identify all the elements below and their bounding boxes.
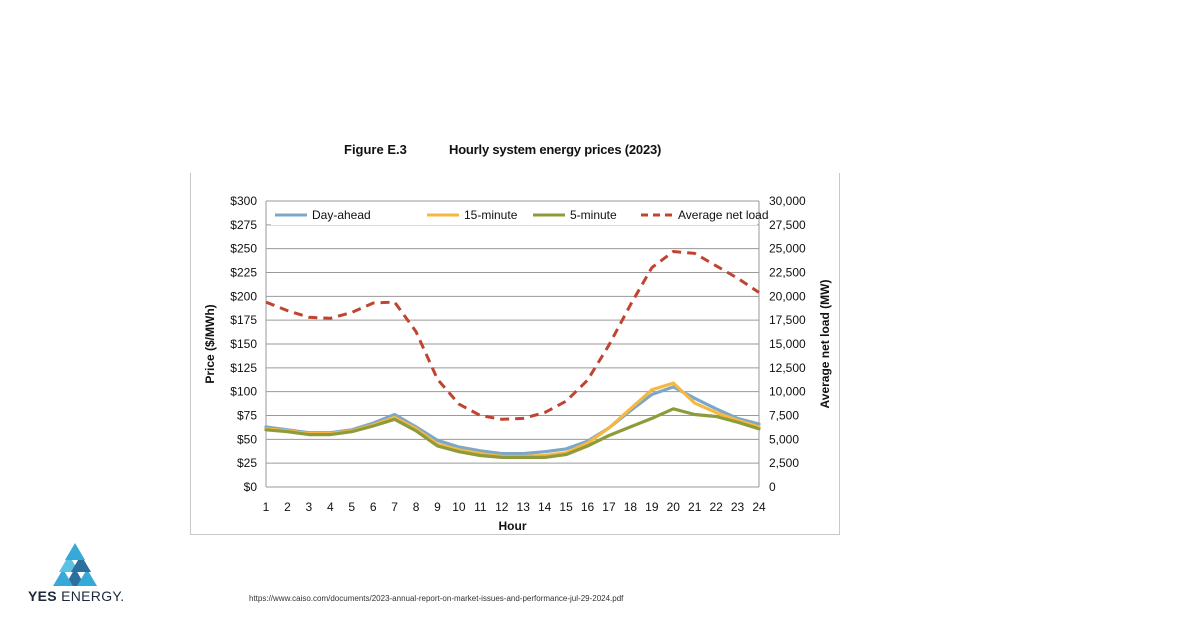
x-tick-label: 16 (581, 500, 595, 514)
y-tick-label: $275 (230, 218, 257, 232)
y2-tick-label: 27,500 (769, 218, 806, 232)
x-tick-label: 6 (370, 500, 377, 514)
x-tick-label: 4 (327, 500, 334, 514)
y2-tick-label: 20,000 (769, 289, 806, 303)
logo-wordmark: YES ENERGY. (28, 588, 128, 604)
x-tick-label: 15 (559, 500, 573, 514)
x-tick-label: 3 (306, 500, 313, 514)
y-tick-label: $50 (237, 432, 257, 446)
y-tick-label: $300 (230, 194, 257, 208)
y-tick-label: $0 (244, 480, 258, 494)
y2-tick-label: 10,000 (769, 385, 806, 399)
figure-title: Hourly system energy prices (2023) (449, 142, 662, 157)
x-tick-label: 12 (495, 500, 509, 514)
series-line-day-ahead (264, 385, 761, 456)
x-tick-label: 11 (474, 500, 487, 514)
x-tick-label: 1 (263, 500, 270, 514)
yes-energy-logo-mark-icon (53, 543, 97, 586)
x-tick-label: 10 (452, 500, 466, 514)
x-tick-label: 17 (602, 500, 616, 514)
x-tick-label: 9 (434, 500, 441, 514)
y2-tick-label: 2,500 (769, 456, 799, 470)
series-line-average-net-load (265, 250, 760, 421)
y2-tick-label: 12,500 (769, 361, 806, 375)
y2-tick-label: 0 (769, 480, 776, 494)
x-tick-label: 7 (391, 500, 398, 514)
x-tick-label: 14 (538, 500, 552, 514)
logo-word-bold: YES (28, 588, 57, 604)
gridlines (266, 200, 759, 488)
legend-label: 15-minute (464, 208, 518, 222)
y-tick-label: $250 (230, 242, 257, 256)
x-tick-label: 2 (284, 500, 291, 514)
x-tick-label: 21 (688, 500, 702, 514)
legend-background (271, 205, 757, 225)
x-tick-label: 18 (624, 500, 638, 514)
x-tick-label: 5 (348, 500, 355, 514)
y2-axis-title: Average net load (MW) (818, 280, 832, 409)
y-tick-label: $225 (230, 266, 257, 280)
yes-energy-logo: YES ENERGY. (28, 542, 128, 608)
legend: Day-ahead 15-minute 5-minute Average net lo… (271, 205, 769, 225)
y-tick-label: $25 (237, 456, 257, 470)
x-tick-label: 23 (731, 500, 745, 514)
chart-container: $0 0 $25 2,500 $50 5,000 $75 7,500 $100 10,000 $12… (190, 173, 840, 535)
logo-word-rest: ENERGY. (56, 588, 125, 604)
x-tick-label: 24 (752, 500, 766, 514)
y-tick-label: $150 (230, 337, 257, 351)
y2-tick-label: 25,000 (769, 242, 806, 256)
y-tick-label: $75 (237, 409, 257, 423)
axes: $0 0 $25 2,500 $50 5,000 $75 7,500 $100 10,000 $12… (230, 194, 806, 514)
y2-tick-label: 17,500 (769, 313, 806, 327)
y2-tick-label: 7,500 (769, 409, 799, 423)
x-tick-label: 20 (667, 500, 681, 514)
y2-tick-label: 22,500 (769, 266, 806, 280)
legend-label: Day-ahead (312, 208, 371, 222)
figure-heading: Figure E.3 Hourly system energy prices (… (185, 78, 790, 170)
x-tick-label: 19 (645, 500, 659, 514)
y2-tick-label: 5,000 (769, 432, 799, 446)
legend-label: Average net load (678, 208, 769, 222)
source-url[interactable]: https://www.caiso.com/documents/2023-ann… (249, 594, 624, 603)
y-tick-label: $175 (230, 313, 257, 327)
x-tick-label: 13 (517, 500, 531, 514)
x-tick-label: 8 (413, 500, 420, 514)
figure-number: Figure E.3 (344, 142, 407, 157)
y-tick-label: $100 (230, 385, 257, 399)
x-tick-label: 22 (709, 500, 723, 514)
y-axis-title: Price ($/MWh) (203, 304, 217, 383)
y-tick-label: $200 (230, 289, 257, 303)
series-line-5-minute (264, 407, 761, 459)
series-line-15-minute (264, 381, 761, 459)
x-axis-title: Hour (499, 519, 527, 533)
y2-tick-label: 15,000 (769, 337, 806, 351)
y2-tick-label: 30,000 (769, 194, 806, 208)
legend-label: 5-minute (570, 208, 617, 222)
hourly-prices-chart: $0 0 $25 2,500 $50 5,000 $75 7,500 $100 10,000 $12… (203, 194, 832, 533)
y-tick-label: $125 (230, 361, 257, 375)
series-lines (264, 250, 761, 459)
